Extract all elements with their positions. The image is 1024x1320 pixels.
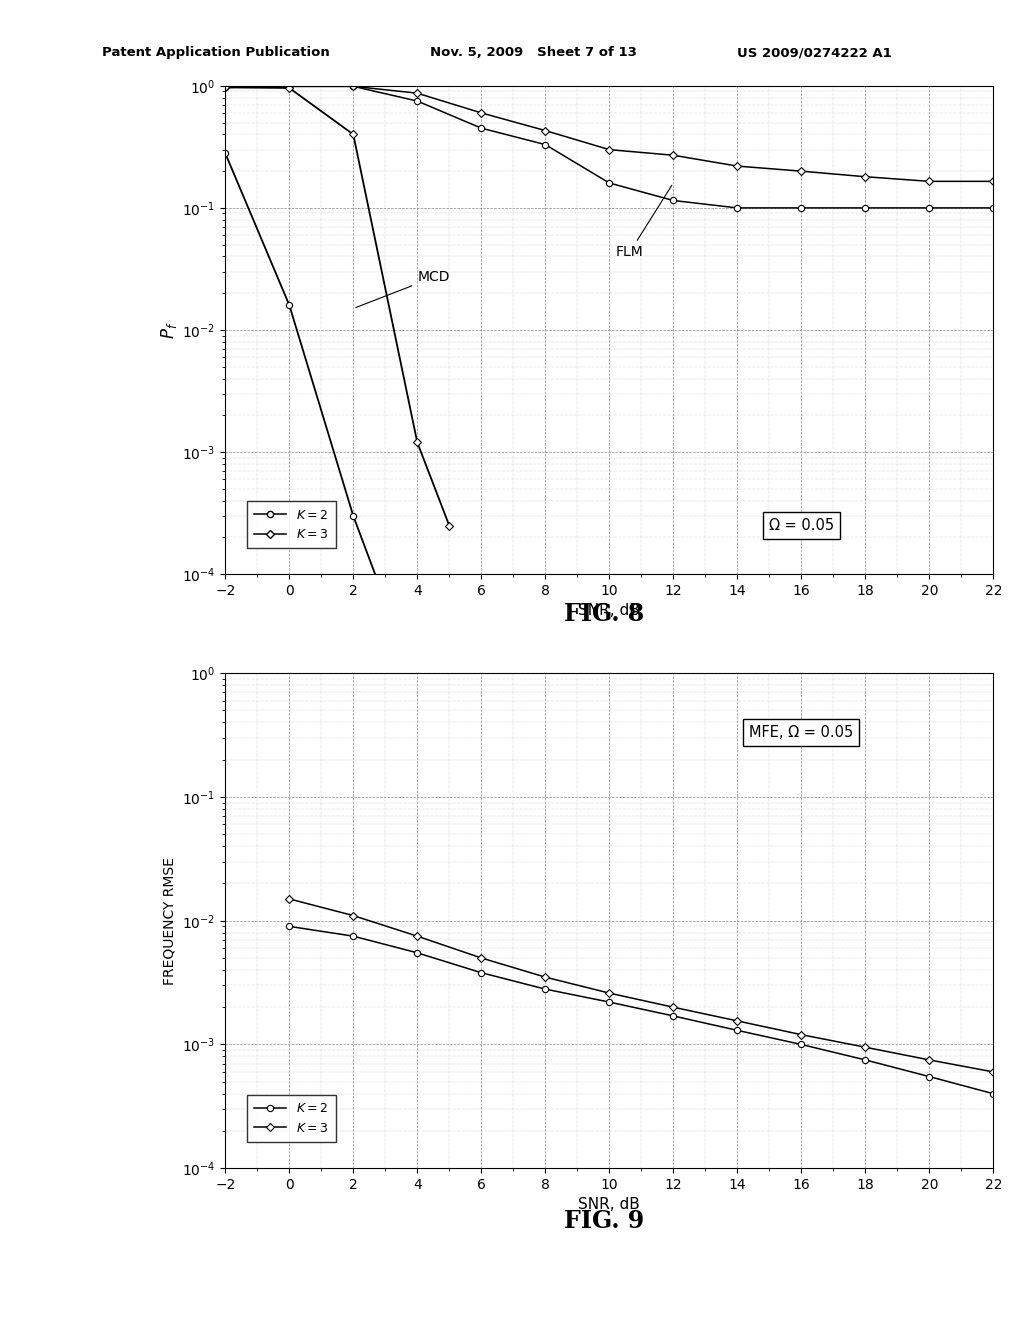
$K = 2$ [924, 1069, 936, 1085]
Text: Ω = 0.05: Ω = 0.05 [769, 517, 834, 533]
$K = 3$ [924, 1052, 936, 1068]
$K = 3$ [283, 891, 295, 907]
$K = 2$ [411, 945, 424, 961]
$K = 3$ [987, 1064, 999, 1080]
Text: FLM: FLM [615, 185, 672, 260]
$K = 3$ [731, 1012, 743, 1028]
Legend: $K = 2$, $K = 3$: $K = 2$, $K = 3$ [247, 502, 336, 548]
Text: Nov. 5, 2009   Sheet 7 of 13: Nov. 5, 2009 Sheet 7 of 13 [430, 46, 637, 59]
Text: FIG. 8: FIG. 8 [564, 602, 644, 626]
Text: FIG. 9: FIG. 9 [564, 1209, 644, 1233]
Text: MCD: MCD [356, 271, 450, 308]
$K = 3$ [795, 1027, 807, 1043]
Text: US 2009/0274222 A1: US 2009/0274222 A1 [737, 46, 892, 59]
$K = 3$ [347, 908, 359, 924]
$K = 3$ [603, 985, 615, 1001]
$K = 2$ [539, 981, 551, 997]
X-axis label: SNR, dB: SNR, dB [579, 603, 640, 619]
Y-axis label: FREQUENCY RMSE: FREQUENCY RMSE [163, 857, 176, 985]
$K = 2$ [859, 1052, 871, 1068]
$K = 2$ [987, 1086, 999, 1102]
$K = 3$ [859, 1039, 871, 1055]
$K = 3$ [539, 969, 551, 985]
Text: Patent Application Publication: Patent Application Publication [102, 46, 330, 59]
$K = 2$ [603, 994, 615, 1010]
Line: $K = 2$: $K = 2$ [286, 923, 996, 1097]
Text: MFE, Ω = 0.05: MFE, Ω = 0.05 [750, 725, 853, 741]
$K = 2$ [795, 1036, 807, 1052]
Line: $K = 3$: $K = 3$ [286, 896, 996, 1074]
Legend: $K = 2$, $K = 3$: $K = 2$, $K = 3$ [247, 1094, 336, 1142]
$K = 2$ [347, 928, 359, 944]
$K = 2$ [731, 1023, 743, 1039]
$K = 2$ [668, 1008, 680, 1024]
$K = 2$ [475, 965, 487, 981]
Y-axis label: $P_f$: $P_f$ [160, 321, 179, 339]
$K = 3$ [668, 999, 680, 1015]
$K = 3$ [411, 928, 424, 944]
X-axis label: SNR, dB: SNR, dB [579, 1197, 640, 1213]
$K = 3$ [475, 950, 487, 966]
$K = 2$ [283, 919, 295, 935]
